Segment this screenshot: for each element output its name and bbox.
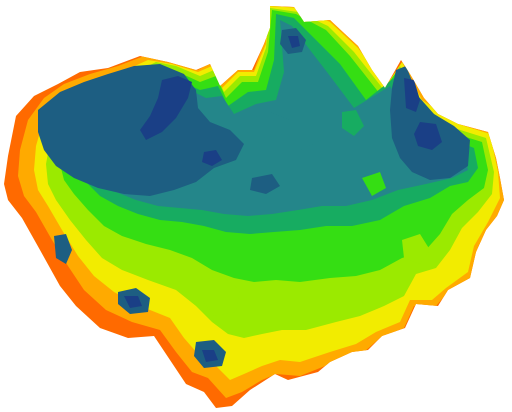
band-3-patch-2 bbox=[296, 140, 336, 176]
band-1-east bbox=[404, 78, 420, 112]
band-4-patch-1 bbox=[342, 110, 364, 136]
band-1-center bbox=[202, 150, 222, 166]
band-1-south bbox=[202, 350, 218, 362]
band-1-east-2 bbox=[414, 122, 442, 150]
band-6-patch-1 bbox=[200, 276, 240, 316]
band-1 bbox=[140, 76, 192, 140]
band-3-patch-1 bbox=[246, 112, 290, 138]
band-6-patch-2 bbox=[402, 234, 430, 264]
band-1-north bbox=[288, 36, 300, 48]
band-5-patch-1 bbox=[362, 172, 386, 196]
band-2-patch-1 bbox=[250, 174, 280, 194]
band-1-sw bbox=[124, 296, 142, 308]
band-2-west bbox=[54, 234, 72, 264]
